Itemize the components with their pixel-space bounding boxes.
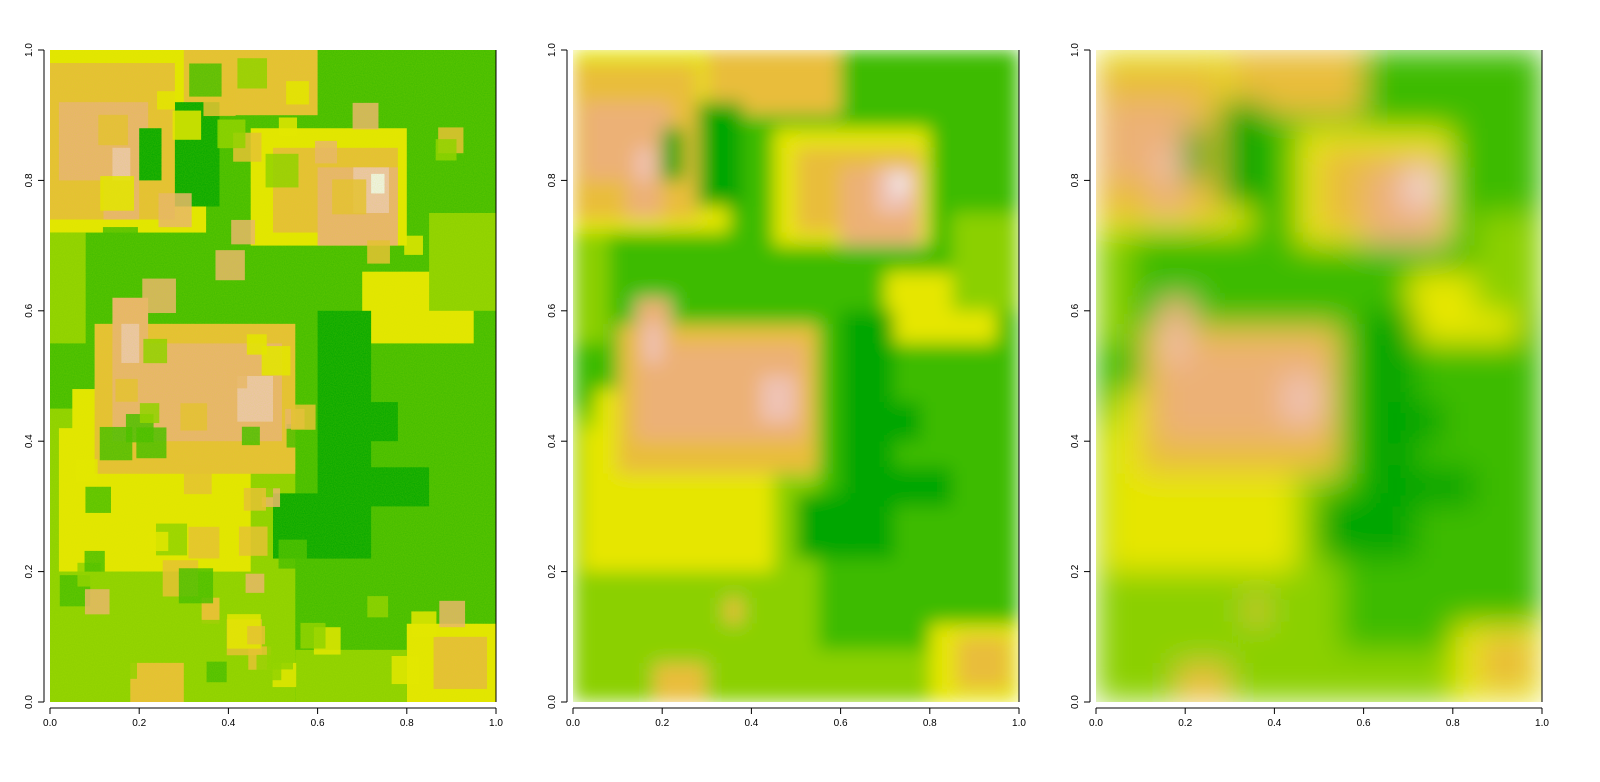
y-tick-label: 1.0	[24, 43, 35, 57]
heatmap-raster	[50, 50, 496, 702]
x-tick-label: 0.0	[1089, 718, 1103, 729]
y-tick-label: 0.6	[547, 303, 558, 317]
raster-cell-dark_green	[697, 102, 743, 207]
x-tick-label: 0.2	[132, 718, 146, 729]
x-tick-label: 0.0	[566, 718, 580, 729]
axes: 0.0 0.2 0.4 0.6 0.8 1.0 0.0 0.2 0.4 0.6 0.8 1.0	[24, 43, 503, 729]
raster-cell-tan	[956, 636, 1011, 689]
raster-cell-pink	[760, 376, 796, 422]
raster-cell-light_green	[1341, 649, 1453, 702]
raster-cell-light_green	[1475, 213, 1542, 311]
raster-cell-dark_green	[1220, 102, 1266, 207]
y-tick-label: 0.4	[24, 434, 35, 448]
raster-cell-tan	[724, 597, 743, 624]
raster-cells	[573, 50, 1019, 702]
raster-cells	[1096, 50, 1542, 702]
raster-cell-tan	[1479, 636, 1534, 689]
x-tick-label: 1.0	[1535, 718, 1549, 729]
y-tick-label: 0.8	[547, 173, 558, 187]
raster-cell-dark_green	[1185, 128, 1208, 181]
raster-cell-dark_green	[849, 467, 953, 507]
heatmap-panel-3: 0.0 0.2 0.4 0.6 0.8 1.0 0.0 0.2 0.4 0.6 0.8 1.0	[1070, 43, 1549, 729]
raster-cell-light_green	[952, 213, 1019, 311]
y-tick-label: 0.0	[547, 695, 558, 709]
x-tick-label: 0.0	[43, 718, 57, 729]
raster-cell-light_green	[818, 649, 930, 702]
raster-cell-tan	[1247, 597, 1266, 624]
x-tick-label: 0.4	[744, 718, 758, 729]
x-tick-label: 0.6	[1357, 718, 1371, 729]
raster-cell-pink	[1283, 376, 1319, 422]
x-tick-label: 0.6	[311, 718, 325, 729]
x-tick-label: 0.4	[221, 718, 235, 729]
x-tick-label: 0.8	[923, 718, 937, 729]
y-tick-label: 0.0	[24, 695, 35, 709]
heatmap-raster	[1096, 50, 1542, 702]
y-tick-label: 0.4	[1070, 434, 1081, 448]
raster-cell-light_green	[573, 232, 609, 344]
y-tick-label: 1.0	[547, 43, 558, 57]
y-tick-label: 0.8	[24, 173, 35, 187]
x-tick-label: 0.4	[1267, 718, 1281, 729]
x-tick-label: 0.2	[1178, 718, 1192, 729]
heatmap-raster	[573, 50, 1019, 702]
raster-cell-tan	[653, 662, 707, 702]
y-tick-label: 0.2	[1070, 564, 1081, 578]
raster-cell-pink	[635, 147, 654, 181]
raster-cell-dark_green	[662, 128, 685, 181]
y-tick-label: 1.0	[1070, 43, 1081, 57]
raster-cell-white	[1417, 173, 1431, 194]
raster-cell-dark_green	[1372, 402, 1444, 442]
raster-cell-dark_green	[1372, 467, 1476, 507]
y-tick-label: 0.4	[547, 434, 558, 448]
heatmap-panel-1: 0.0 0.2 0.4 0.6 0.8 1.0 0.0 0.2 0.4 0.6 0.8 1.0	[24, 43, 503, 729]
x-tick-label: 1.0	[489, 718, 503, 729]
y-tick-label: 0.2	[24, 564, 35, 578]
raster-cell-pink	[1158, 147, 1177, 181]
axes: 0.0 0.2 0.4 0.6 0.8 1.0 0.0 0.2 0.4 0.6 0.8 1.0	[1070, 43, 1549, 729]
y-tick-label: 0.6	[24, 303, 35, 317]
noise-texture	[50, 50, 496, 702]
raster-cell-pink	[644, 323, 663, 363]
x-tick-label: 1.0	[1012, 718, 1026, 729]
raster-cell-white	[894, 173, 908, 194]
raster-cell-light_green	[1096, 232, 1132, 344]
x-tick-label: 0.2	[655, 718, 669, 729]
x-tick-label: 0.8	[400, 718, 414, 729]
y-tick-label: 0.2	[547, 564, 558, 578]
y-tick-label: 0.6	[1070, 303, 1081, 317]
y-tick-label: 0.0	[1070, 695, 1081, 709]
heatmap-panel-2: 0.0 0.2 0.4 0.6 0.8 1.0 0.0 0.2 0.4 0.6 0.8 1.0	[547, 43, 1026, 729]
x-tick-label: 0.8	[1446, 718, 1460, 729]
y-tick-label: 0.8	[1070, 173, 1081, 187]
raster-cell-tan	[1176, 662, 1230, 702]
x-tick-label: 0.6	[834, 718, 848, 729]
axes: 0.0 0.2 0.4 0.6 0.8 1.0 0.0 0.2 0.4 0.6 0.8 1.0	[547, 43, 1026, 729]
raster-cell-dark_green	[849, 402, 921, 442]
raster-cell-pink	[1167, 323, 1186, 363]
